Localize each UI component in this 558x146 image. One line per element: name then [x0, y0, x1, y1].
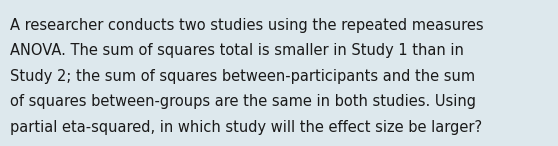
Text: of squares between-groups are the same in both studies. Using: of squares between-groups are the same i… [10, 94, 476, 109]
Text: A researcher conducts two studies using the repeated measures: A researcher conducts two studies using … [10, 18, 484, 33]
Text: ANOVA. The sum of squares total is smaller in Study 1 than in: ANOVA. The sum of squares total is small… [10, 43, 464, 58]
Text: Study 2; the sum of squares between-participants and the sum: Study 2; the sum of squares between-part… [10, 69, 475, 84]
Text: partial eta-squared, in which study will the effect size be larger?: partial eta-squared, in which study will… [10, 120, 482, 135]
